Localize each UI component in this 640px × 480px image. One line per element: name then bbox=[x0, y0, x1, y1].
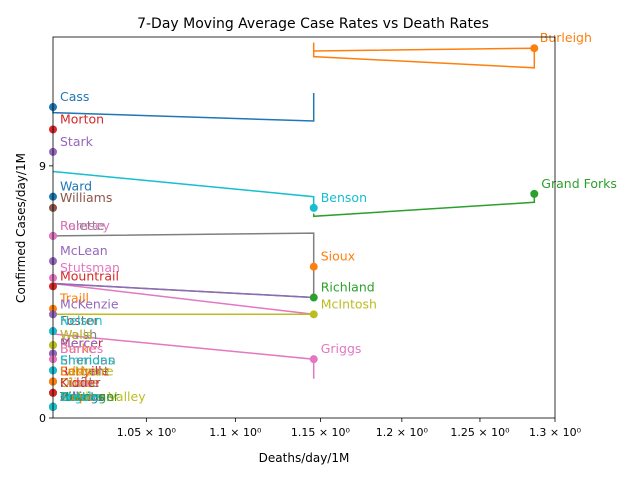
series-label-williams: Williams bbox=[60, 190, 112, 205]
series-label-sheridan: Sheridan bbox=[60, 352, 116, 367]
series-label-griggs: Griggs bbox=[321, 341, 362, 356]
series-point-sioux bbox=[309, 262, 318, 271]
series-label-golden-valley: Golden Valley bbox=[60, 389, 146, 404]
series-label-grant: Grant bbox=[60, 389, 95, 404]
series-label-slope: Slope bbox=[60, 389, 95, 404]
series-label-towner: Towner bbox=[59, 389, 105, 404]
x-axis-label: Deaths/day/1M bbox=[259, 451, 350, 465]
y-axis-ticks: 09 bbox=[39, 160, 53, 425]
series-label-mountrail: Mountrail bbox=[60, 268, 119, 283]
series-line-grand-forks bbox=[312, 193, 536, 218]
series-point-richland bbox=[309, 293, 318, 302]
series-label-grand-forks: Grand Forks bbox=[541, 176, 617, 191]
y-axis-label: Confirmed Cases/day/1M bbox=[14, 153, 28, 303]
series-label-sioux: Sioux bbox=[321, 249, 355, 264]
x-axis-ticks: 1.05 × 10⁰ 1.1 × 10⁰ 1.15 × 10⁰ 1.2 × 10⁰ 1.… bbox=[117, 418, 582, 439]
series-label-barnes: Barnes bbox=[60, 341, 103, 356]
plot-lines bbox=[52, 42, 536, 379]
series-label-morton: Morton bbox=[60, 111, 104, 126]
series-label-richland: Richland bbox=[321, 280, 375, 295]
series-line-stutsman bbox=[52, 282, 314, 316]
x-tick-label: 1.2 × 10⁰ bbox=[376, 426, 429, 439]
series-label-adams: Adams bbox=[60, 389, 103, 404]
series-line-mckenzie bbox=[52, 282, 314, 299]
x-tick-label: 1.3 × 10⁰ bbox=[529, 426, 582, 439]
series-label-steele: Steele bbox=[60, 389, 100, 404]
series-label-renville: Renville bbox=[60, 364, 110, 379]
series-point-griggs bbox=[309, 355, 318, 364]
series-label-dunn: Dunn bbox=[60, 375, 93, 390]
plot-frame bbox=[52, 36, 556, 419]
series-label-nelson: Nelson bbox=[60, 313, 103, 328]
series-label-mclean: McLean bbox=[60, 243, 108, 258]
series-label-rolette: Rolette bbox=[60, 218, 105, 233]
y-tick-label: 0 bbox=[39, 412, 46, 425]
series-label-sargent: Sargent bbox=[60, 364, 109, 379]
series-label-wells: Wells bbox=[60, 327, 93, 342]
series-label-divide: Divide bbox=[60, 375, 100, 390]
series-label-foster: Foster bbox=[60, 313, 99, 328]
x-tick-label: 1.05 × 10⁰ bbox=[117, 426, 177, 439]
plot-labels: Burleigh Cass Morton Stark Grand Forks WardWi… bbox=[59, 30, 617, 404]
series-point-benson bbox=[309, 203, 318, 212]
x-tick-label: 1.1 × 10⁰ bbox=[209, 426, 262, 439]
series-label-mckenzie: McKenzie bbox=[60, 296, 119, 311]
series-label-eddy: Eddy bbox=[60, 364, 92, 379]
series-label-kidder: Kidder bbox=[60, 375, 101, 390]
x-tick-label: 1.25 × 10⁰ bbox=[450, 426, 510, 439]
plot-points bbox=[49, 44, 539, 411]
series-label-stark: Stark bbox=[60, 134, 94, 149]
series-label-pierce: Pierce bbox=[60, 336, 98, 351]
series-label-lamoure: LaMoure bbox=[60, 364, 114, 379]
series-label-hettinger: Hettinger bbox=[60, 389, 120, 404]
series-label-stutsman: Stutsman bbox=[60, 260, 120, 275]
series-label-ramsey: Ramsey bbox=[60, 218, 110, 233]
series-label-burleigh: Burleigh bbox=[540, 30, 592, 45]
series-point-mcintosh bbox=[309, 310, 318, 319]
series-point-burleigh bbox=[530, 44, 539, 53]
series-label-bowman: Bowman bbox=[60, 389, 114, 404]
x-tick-label: 1.15 × 10⁰ bbox=[291, 426, 351, 439]
series-label-billings: Billings bbox=[60, 389, 105, 404]
series-line-burleigh bbox=[312, 42, 536, 69]
chart-title: 7-Day Moving Average Case Rates vs Death… bbox=[137, 16, 489, 32]
series-label-emmons: Emmons bbox=[60, 352, 114, 367]
series-label-cass: Cass bbox=[60, 89, 89, 104]
series-label-logan: Logan bbox=[60, 389, 98, 404]
y-tick-label: 9 bbox=[39, 160, 46, 173]
series-label-traill: Traill bbox=[59, 291, 89, 306]
series-point-grand-forks bbox=[530, 189, 539, 198]
series-line-rolette bbox=[52, 232, 315, 298]
series-label-mercer: Mercer bbox=[60, 336, 104, 351]
series-label-walsh: Walsh bbox=[60, 327, 97, 342]
series-label-burke: Burke bbox=[60, 341, 96, 356]
series-label-ward: Ward bbox=[60, 179, 92, 194]
series-label-oliver: Oliver bbox=[60, 375, 98, 390]
series-label-benson: Benson bbox=[321, 190, 367, 205]
series-label-mcintosh: McIntosh bbox=[321, 296, 377, 311]
